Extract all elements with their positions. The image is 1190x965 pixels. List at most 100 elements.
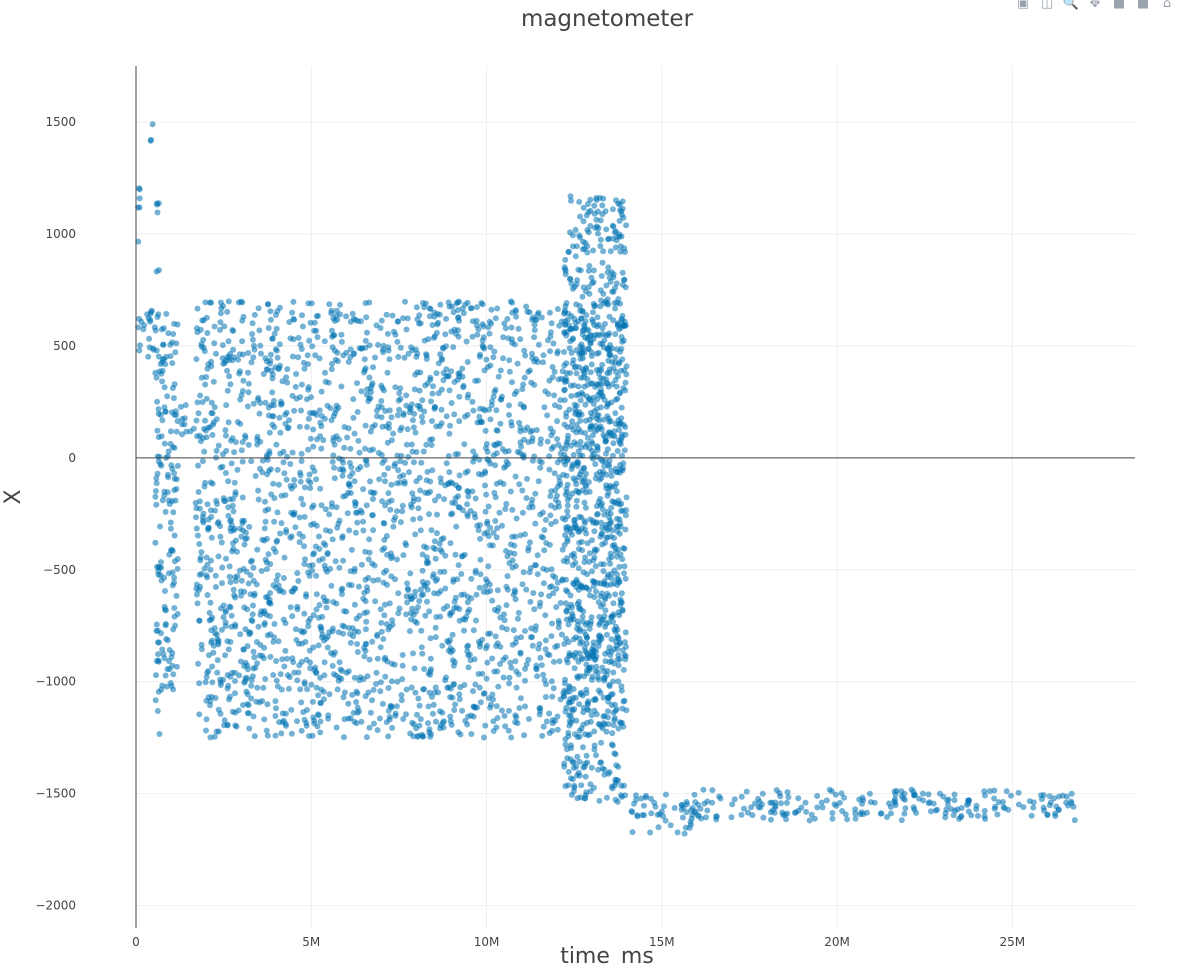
data-point xyxy=(594,396,601,403)
data-point xyxy=(510,627,517,634)
data-point xyxy=(251,733,258,740)
data-point xyxy=(537,654,544,661)
data-point xyxy=(274,509,281,516)
data-point xyxy=(612,331,619,338)
data-point xyxy=(341,444,348,451)
data-point xyxy=(587,788,594,795)
data-point xyxy=(149,121,156,128)
data-point xyxy=(213,350,219,357)
data-point xyxy=(409,448,416,455)
data-point xyxy=(432,684,439,691)
data-point xyxy=(304,424,311,430)
data-point xyxy=(426,608,433,615)
edit-chart-icon[interactable]: ◫ xyxy=(1040,0,1054,11)
home-icon[interactable]: ⌂ xyxy=(1162,0,1172,11)
data-point xyxy=(602,332,609,339)
data-point xyxy=(154,470,161,477)
data-point xyxy=(385,626,392,633)
download-plot-icon[interactable]: ▣ xyxy=(1016,0,1030,11)
data-point xyxy=(182,402,189,409)
data-point xyxy=(448,400,455,406)
data-point xyxy=(416,387,423,394)
data-point xyxy=(633,792,639,799)
data-point xyxy=(340,557,347,564)
data-point xyxy=(412,531,419,538)
data-point xyxy=(314,723,321,730)
data-point xyxy=(405,453,412,460)
data-point xyxy=(563,576,569,583)
data-point xyxy=(281,470,288,477)
data-point xyxy=(261,644,268,651)
data-point xyxy=(202,417,208,424)
data-point xyxy=(244,666,251,673)
pan-icon[interactable]: ✥ xyxy=(1089,0,1101,11)
data-point xyxy=(174,418,181,425)
data-point xyxy=(687,821,694,828)
y-tick-label: 500 xyxy=(53,339,76,353)
data-point xyxy=(689,805,696,811)
data-point xyxy=(331,475,338,482)
data-point xyxy=(332,558,339,565)
data-point xyxy=(203,716,210,723)
data-point xyxy=(345,624,352,631)
data-point xyxy=(1071,817,1078,824)
data-point xyxy=(590,247,597,254)
data-point xyxy=(482,445,489,452)
data-point xyxy=(945,796,952,803)
data-point xyxy=(153,627,160,634)
data-point xyxy=(380,342,387,349)
data-point xyxy=(543,567,550,573)
zoom-out-icon[interactable]: ■ xyxy=(1136,0,1150,11)
data-point xyxy=(312,664,319,671)
data-point xyxy=(336,436,342,443)
zoom-icon[interactable]: 🔍 xyxy=(1062,0,1080,11)
data-point xyxy=(478,419,485,426)
data-point xyxy=(374,631,381,638)
data-point xyxy=(265,404,272,411)
data-point xyxy=(779,809,786,816)
data-point xyxy=(272,549,279,555)
data-point xyxy=(569,325,576,332)
data-point xyxy=(601,397,608,403)
data-point xyxy=(309,504,315,511)
data-point xyxy=(413,353,420,360)
data-point xyxy=(633,796,640,803)
data-point xyxy=(925,791,932,798)
x-tick-label: 20M xyxy=(824,935,850,949)
data-point xyxy=(459,707,466,714)
data-point xyxy=(194,532,201,539)
data-point xyxy=(477,522,483,528)
data-point xyxy=(408,595,415,602)
data-point xyxy=(306,572,313,579)
data-point xyxy=(160,341,167,348)
data-point xyxy=(584,670,590,677)
data-point xyxy=(575,459,582,466)
data-point xyxy=(548,488,555,495)
zoom-in-icon[interactable]: ■ xyxy=(1112,0,1126,11)
data-point xyxy=(403,611,410,618)
data-point xyxy=(583,530,590,537)
data-point xyxy=(280,589,287,596)
data-point xyxy=(502,723,509,730)
data-point xyxy=(137,342,143,349)
data-point xyxy=(616,439,623,446)
data-point xyxy=(377,606,384,613)
data-point xyxy=(340,352,347,359)
data-point xyxy=(266,429,273,436)
data-point xyxy=(297,469,304,476)
data-point xyxy=(576,628,583,634)
data-point xyxy=(318,700,324,706)
data-point xyxy=(683,801,690,808)
data-point xyxy=(768,816,774,823)
data-point xyxy=(704,798,711,805)
data-point xyxy=(428,442,435,448)
data-point xyxy=(604,370,611,377)
data-point xyxy=(606,556,613,563)
data-point xyxy=(326,691,333,698)
data-point xyxy=(604,631,610,638)
data-point xyxy=(401,354,408,361)
data-point xyxy=(482,722,489,729)
data-point xyxy=(443,315,449,322)
data-point xyxy=(611,782,618,789)
data-point xyxy=(613,237,620,244)
